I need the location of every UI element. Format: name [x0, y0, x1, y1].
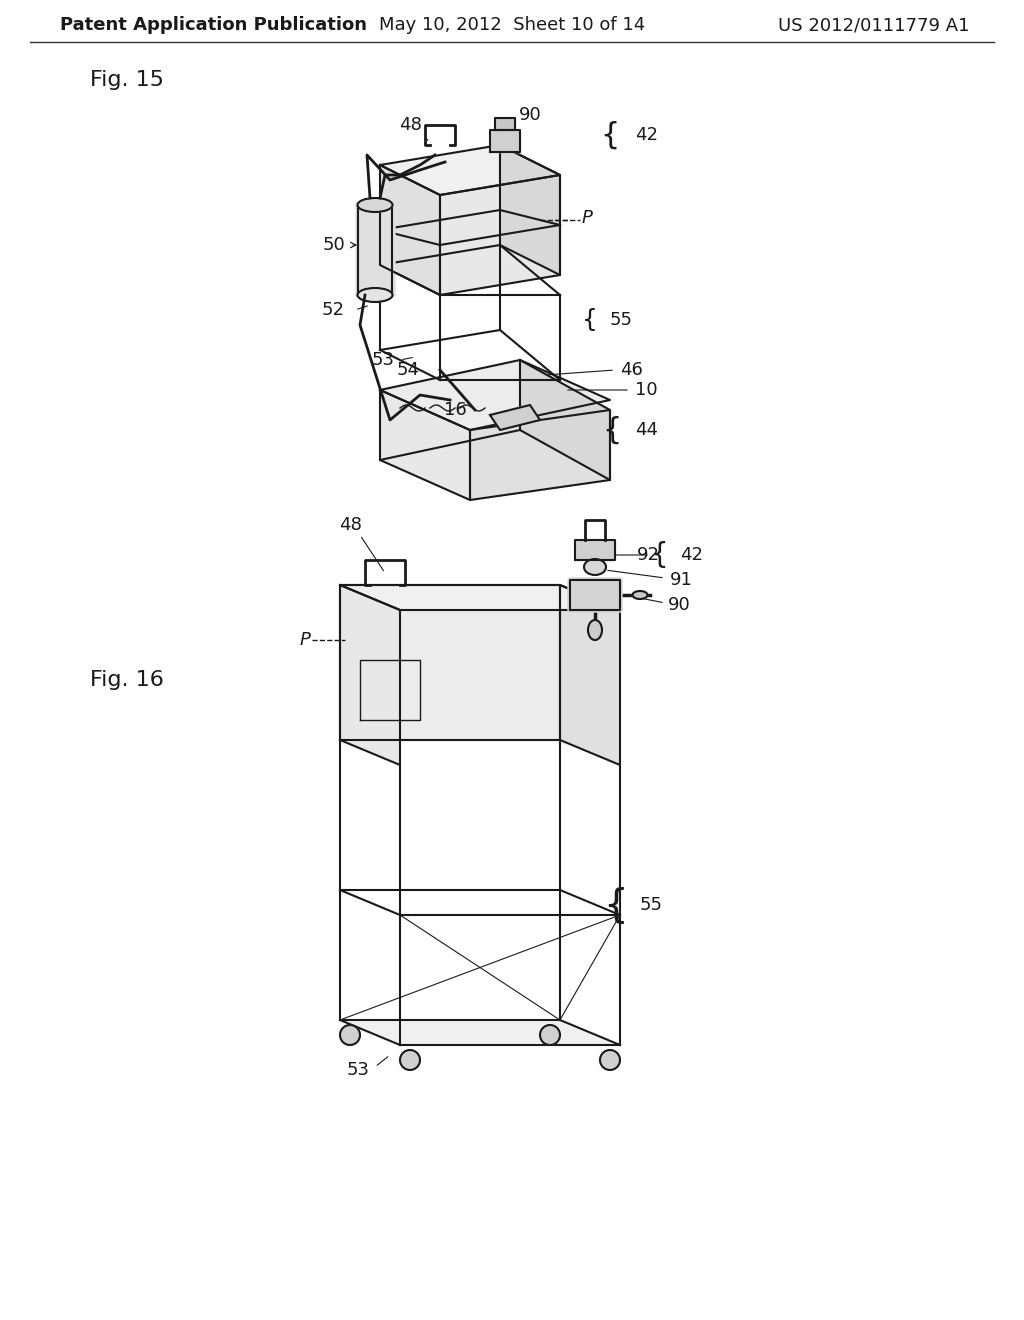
Polygon shape	[380, 360, 610, 430]
Text: 90: 90	[512, 106, 542, 128]
Text: 92: 92	[637, 546, 660, 564]
Text: 16: 16	[443, 401, 466, 418]
Text: 54: 54	[397, 360, 420, 379]
Text: Fig. 15: Fig. 15	[90, 70, 164, 90]
Polygon shape	[490, 405, 540, 430]
Text: 10: 10	[635, 381, 657, 399]
Ellipse shape	[588, 620, 602, 640]
Polygon shape	[340, 585, 620, 610]
Ellipse shape	[357, 288, 392, 302]
Text: 46: 46	[620, 360, 643, 379]
Text: 91: 91	[670, 572, 693, 589]
Circle shape	[400, 1049, 420, 1071]
Text: P: P	[299, 631, 310, 649]
Text: 55: 55	[640, 896, 663, 913]
Ellipse shape	[633, 591, 647, 599]
Text: {: {	[603, 416, 622, 445]
Text: P: P	[582, 209, 593, 227]
Ellipse shape	[584, 558, 606, 576]
Ellipse shape	[357, 198, 392, 213]
Text: {: {	[601, 120, 620, 149]
Text: 53: 53	[347, 1061, 370, 1078]
Polygon shape	[380, 389, 470, 500]
Text: 44: 44	[635, 421, 658, 440]
Polygon shape	[380, 165, 440, 294]
FancyBboxPatch shape	[575, 540, 615, 560]
Polygon shape	[340, 1020, 620, 1045]
Text: {: {	[650, 541, 668, 569]
Polygon shape	[340, 585, 560, 741]
Text: 42: 42	[635, 125, 658, 144]
Text: 48: 48	[398, 116, 428, 140]
Text: {: {	[582, 308, 598, 333]
Polygon shape	[560, 585, 620, 766]
Polygon shape	[520, 360, 610, 480]
Text: 48: 48	[339, 516, 361, 535]
Text: 53: 53	[372, 351, 395, 370]
Text: 55: 55	[610, 312, 633, 329]
Text: 50: 50	[323, 236, 345, 253]
Polygon shape	[470, 411, 610, 500]
FancyBboxPatch shape	[495, 117, 515, 129]
Text: {: {	[603, 886, 628, 924]
Circle shape	[340, 1026, 360, 1045]
Text: Fig. 16: Fig. 16	[90, 671, 164, 690]
FancyBboxPatch shape	[356, 203, 395, 297]
Text: US 2012/0111779 A1: US 2012/0111779 A1	[778, 16, 970, 34]
FancyBboxPatch shape	[568, 578, 622, 612]
FancyBboxPatch shape	[490, 129, 520, 152]
Circle shape	[540, 1026, 560, 1045]
Text: 90: 90	[668, 597, 691, 614]
Text: May 10, 2012  Sheet 10 of 14: May 10, 2012 Sheet 10 of 14	[379, 16, 645, 34]
Polygon shape	[440, 176, 560, 294]
Text: Patent Application Publication: Patent Application Publication	[60, 16, 367, 34]
Polygon shape	[380, 145, 560, 195]
Circle shape	[600, 1049, 620, 1071]
Text: 42: 42	[680, 546, 703, 564]
Polygon shape	[340, 585, 400, 766]
Polygon shape	[500, 145, 560, 275]
Text: 52: 52	[322, 301, 345, 319]
